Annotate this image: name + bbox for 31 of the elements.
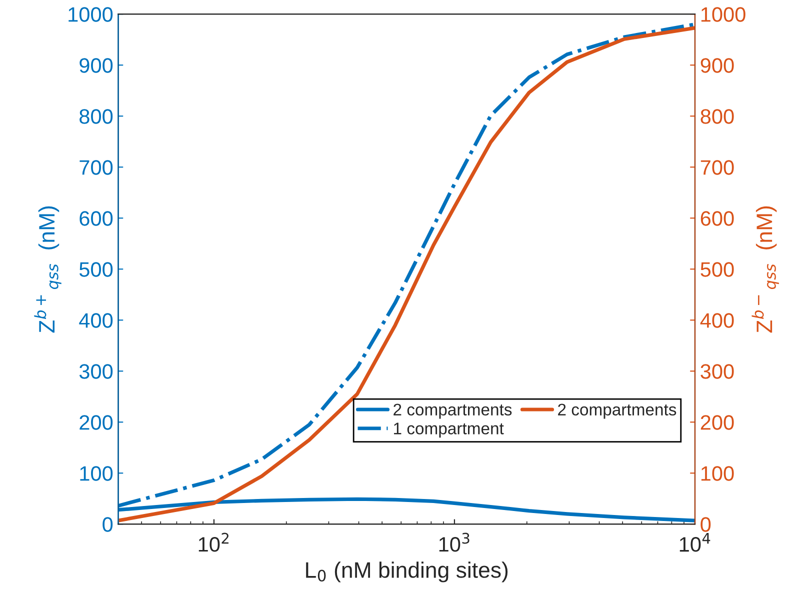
y-axis-title: Z$^{b+}$$_{qss}$ (nM) (34, 206, 62, 333)
y2-tick-label: 400 (700, 313, 734, 328)
y2-tick-label: 600 (700, 211, 734, 226)
y2-tick-label: 900 (700, 58, 734, 73)
y-tick-label: 400 (79, 313, 113, 328)
legend-label: 2 compartments (558, 404, 676, 419)
y2-tick-label: 300 (700, 364, 734, 379)
legend-label: 2 compartments (394, 404, 512, 419)
y-tick-label: 800 (80, 109, 113, 124)
y2-tick-label: 500 (700, 262, 734, 277)
y-tick-label: 500 (79, 262, 113, 277)
y-tick-label: 100 (80, 466, 113, 481)
y-tick-label: 1000 (68, 7, 113, 22)
y-tick-label: 900 (80, 58, 113, 73)
y2-tick-label: 100 (701, 466, 734, 481)
y-tick-label: 600 (80, 211, 113, 226)
x-tick-label: 10$^{4}$ (680, 532, 710, 552)
y-tick-label: 300 (79, 364, 113, 379)
x-axis-title: L$_{0}$ (nM binding sites) (306, 562, 508, 582)
y2-tick-label: 0 (700, 517, 711, 532)
x-tick-label: 10$^{2}$ (198, 532, 228, 552)
x-tick-label: 10$^{3}$ (439, 532, 470, 552)
legend-label: 1 compartment (394, 422, 504, 438)
y2-tick-label: 700 (700, 160, 734, 175)
y2-tick-label: 800 (700, 109, 734, 124)
y-tick-label: 700 (80, 160, 113, 175)
y-tick-label: 0 (102, 517, 113, 532)
y2-axis-title: Z$^{b−}$$_{qss}$ (nM) (752, 206, 779, 333)
y2-tick-label: 1000 (701, 7, 746, 22)
y-tick-label: 200 (80, 415, 113, 430)
y2-tick-label: 200 (700, 415, 734, 430)
